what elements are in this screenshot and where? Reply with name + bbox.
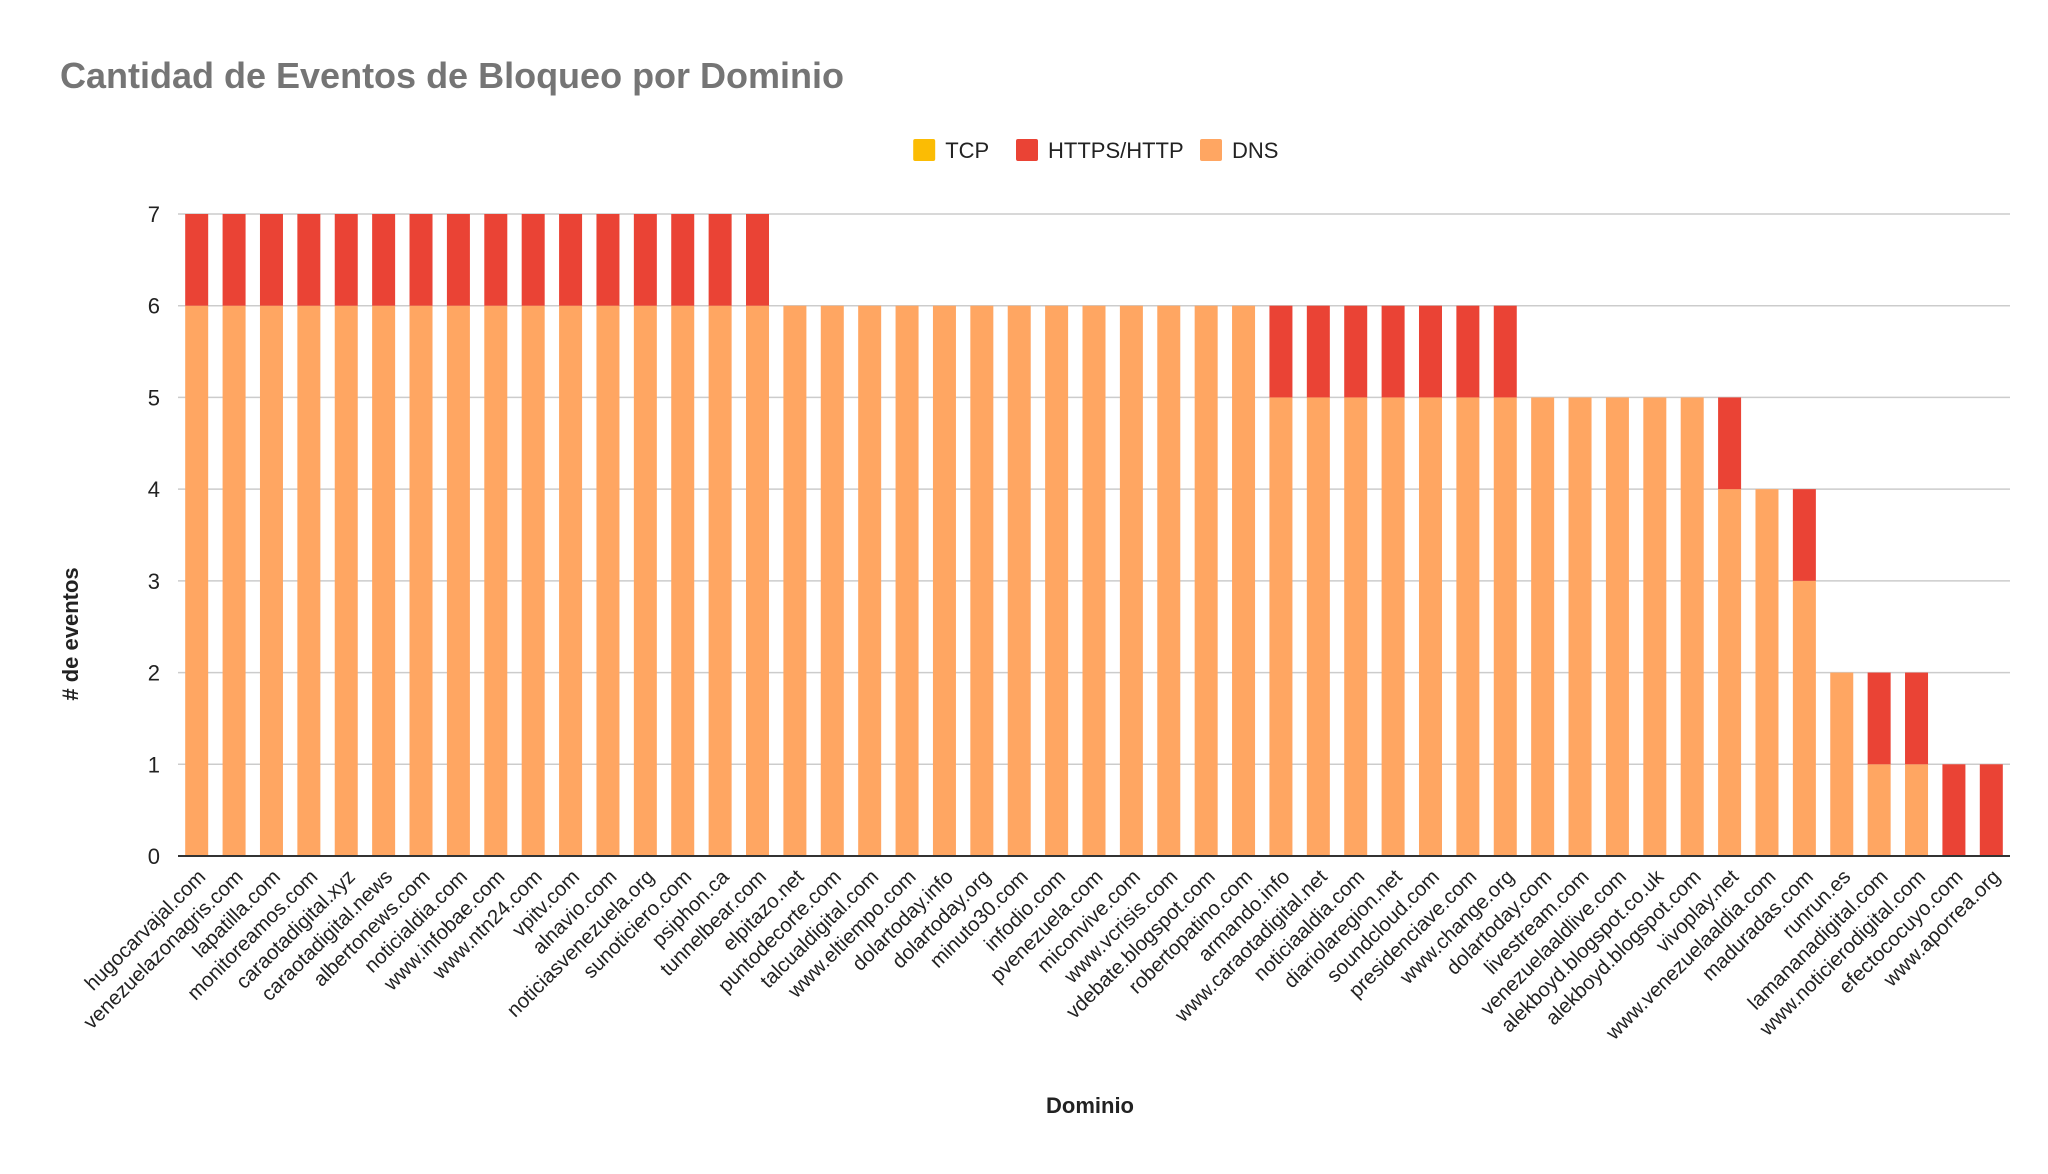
bar-https-http[interactable]	[222, 214, 246, 306]
bar-dns[interactable]	[1568, 397, 1592, 856]
bar-https-http[interactable]	[1381, 305, 1405, 398]
bar-https-http[interactable]	[1867, 672, 1891, 765]
bar-https-http[interactable]	[633, 214, 657, 306]
bar-https-http[interactable]	[596, 214, 620, 306]
bar-dns[interactable]	[1232, 305, 1256, 856]
bar-https-http[interactable]	[1418, 305, 1442, 398]
bar-dns[interactable]	[708, 305, 732, 856]
bar-dns[interactable]	[1194, 305, 1218, 856]
bar-dns[interactable]	[521, 305, 545, 856]
bar-https-http[interactable]	[334, 214, 358, 306]
bar-dns[interactable]	[1755, 489, 1779, 856]
bar-dns[interactable]	[185, 305, 209, 856]
y-tick-label: 0	[148, 844, 160, 869]
bar-dns[interactable]	[1045, 305, 1069, 856]
bar-dns[interactable]	[596, 305, 620, 856]
bar-dns[interactable]	[633, 305, 657, 856]
bar-dns[interactable]	[409, 305, 433, 856]
bar-dns[interactable]	[1792, 580, 1816, 856]
bar-https-http[interactable]	[297, 214, 321, 306]
bar-dns[interactable]	[484, 305, 508, 856]
x-axis-ticks: hugocarvajal.comvenezuelazonagris.comlap…	[79, 865, 2005, 1045]
bar-dns[interactable]	[1605, 397, 1629, 856]
bar-https-http[interactable]	[484, 214, 508, 306]
bar-dns[interactable]	[1456, 397, 1480, 856]
chart-title: Cantidad de Eventos de Bloqueo por Domin…	[60, 55, 844, 96]
bar-dns[interactable]	[1082, 305, 1106, 856]
bar-https-http[interactable]	[1306, 305, 1330, 398]
bar-dns[interactable]	[1381, 397, 1405, 856]
bar-dns[interactable]	[1643, 397, 1667, 856]
y-tick-label: 2	[148, 661, 160, 686]
y-tick-label: 3	[148, 569, 160, 594]
bar-dns[interactable]	[1344, 397, 1368, 856]
bar-dns[interactable]	[372, 305, 396, 856]
bar-dns[interactable]	[1830, 672, 1854, 856]
legend-label: DNS	[1232, 138, 1278, 163]
legend-swatch	[913, 139, 936, 161]
bar-https-http[interactable]	[1269, 305, 1293, 398]
bar-dns[interactable]	[1680, 397, 1704, 856]
bar-dns[interactable]	[746, 305, 770, 856]
bar-dns[interactable]	[932, 305, 956, 856]
bar-dns[interactable]	[1531, 397, 1555, 856]
bar-https-http[interactable]	[559, 214, 583, 306]
y-tick-label: 5	[148, 385, 160, 410]
y-tick-label: 1	[148, 752, 160, 777]
legend-swatch	[1016, 139, 1038, 161]
bar-https-http[interactable]	[1979, 764, 2003, 856]
bar-dns[interactable]	[1718, 489, 1742, 856]
bar-dns[interactable]	[1157, 305, 1181, 856]
bar-dns[interactable]	[1867, 764, 1891, 856]
bar-dns[interactable]	[446, 305, 470, 856]
bar-https-http[interactable]	[372, 214, 396, 306]
bar-dns[interactable]	[1007, 305, 1031, 856]
bar-https-http[interactable]	[1456, 305, 1480, 398]
bar-dns[interactable]	[1269, 397, 1293, 856]
bar-https-http[interactable]	[259, 214, 283, 306]
bar-dns[interactable]	[222, 305, 246, 856]
bar-https-http[interactable]	[708, 214, 732, 306]
y-tick-label: 4	[148, 477, 160, 502]
bar-https-http[interactable]	[1942, 764, 1966, 856]
bar-https-http[interactable]	[409, 214, 433, 306]
bar-dns[interactable]	[1493, 397, 1517, 856]
x-axis-label: Dominio	[1046, 1093, 1134, 1118]
y-axis-ticks: 0 1 2 3 4 5 6 7	[148, 202, 160, 869]
legend-label: HTTPS/HTTP	[1048, 138, 1184, 163]
bar-https-http[interactable]	[671, 214, 695, 306]
bar-dns[interactable]	[970, 305, 994, 856]
bar-https-http[interactable]	[746, 214, 770, 306]
bar-dns[interactable]	[858, 305, 882, 856]
bar-dns[interactable]	[297, 305, 321, 856]
bar-dns[interactable]	[334, 305, 358, 856]
bar-dns[interactable]	[820, 305, 844, 856]
bar-dns[interactable]	[1905, 764, 1929, 856]
y-tick-label: 7	[148, 202, 160, 227]
bar-https-http[interactable]	[1493, 305, 1517, 398]
bar-dns[interactable]	[671, 305, 695, 856]
legend-swatch	[1200, 139, 1222, 161]
bar-https-http[interactable]	[521, 214, 545, 306]
y-tick-label: 6	[148, 294, 160, 319]
bar-dns[interactable]	[1119, 305, 1143, 856]
bar-https-http[interactable]	[185, 214, 209, 306]
bar-dns[interactable]	[559, 305, 583, 856]
bar-https-http[interactable]	[1905, 672, 1929, 765]
legend-label: TCP	[945, 138, 989, 163]
bar-dns[interactable]	[895, 305, 919, 856]
legend: TCP HTTPS/HTTP DNS	[913, 138, 1278, 163]
bar-dns[interactable]	[1306, 397, 1330, 856]
y-axis-label: # de eventos	[58, 567, 83, 700]
bars	[185, 214, 2003, 856]
bar-dns[interactable]	[783, 305, 807, 856]
bar-dns[interactable]	[259, 305, 283, 856]
bar-https-http[interactable]	[1344, 305, 1368, 398]
bar-https-http[interactable]	[1718, 397, 1742, 490]
bar-https-http[interactable]	[1792, 489, 1816, 581]
bar-https-http[interactable]	[446, 214, 470, 306]
bar-dns[interactable]	[1418, 397, 1442, 856]
